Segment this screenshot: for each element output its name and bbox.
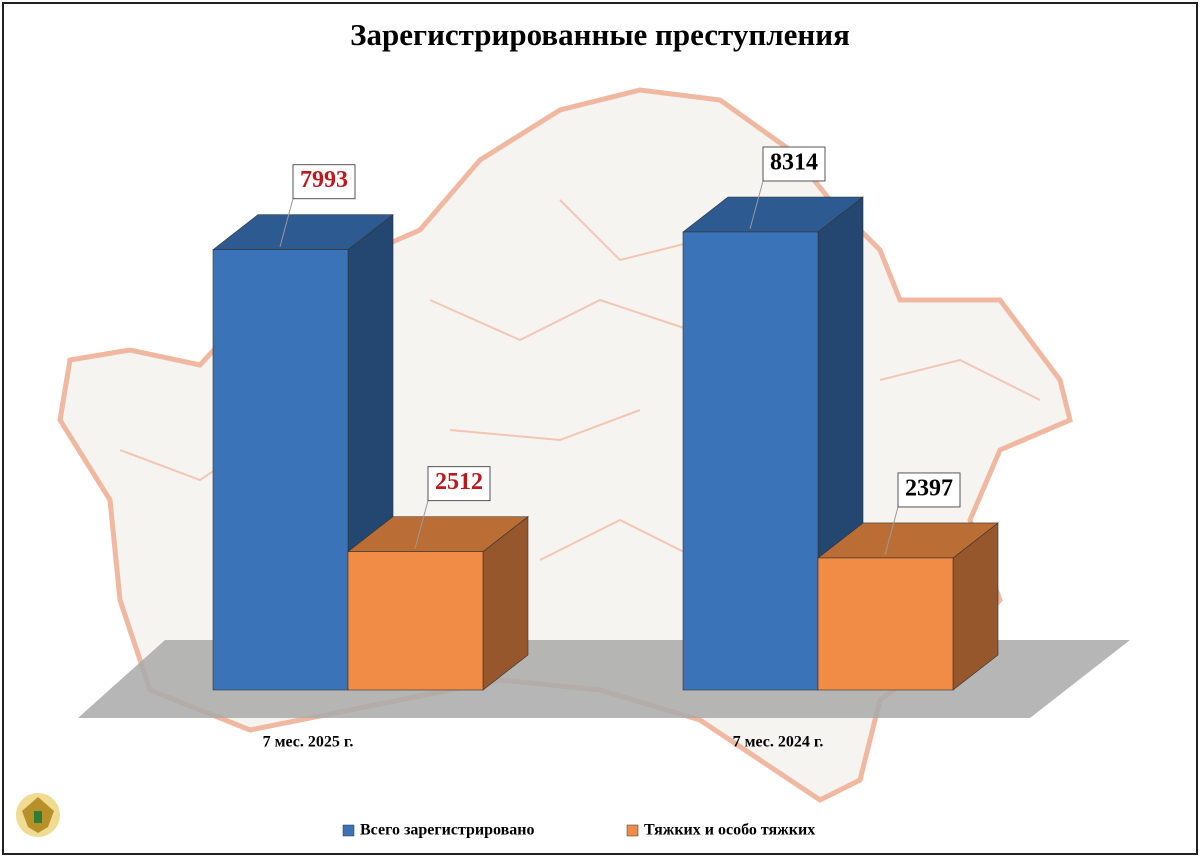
legend-label: Всего зарегистрировано [360, 822, 534, 839]
chart-title: Зарегистрированные преступления [350, 17, 850, 52]
x-tick-label: 7 мес. 2025 г. [263, 734, 354, 751]
value-label-box [762, 146, 826, 182]
value-label-box [897, 472, 961, 508]
leader-line [414, 500, 429, 549]
value-label-box [427, 466, 491, 502]
value-label: 7993 [300, 167, 348, 193]
leader-line [749, 180, 764, 230]
bar-front [212, 249, 349, 691]
bar-front [817, 557, 954, 691]
emblem [16, 793, 60, 837]
leader-line [279, 198, 294, 247]
legend-swatch [342, 824, 355, 837]
legend-swatch [626, 824, 639, 837]
x-tick-label: 7 мес. 2024 г. [733, 734, 824, 751]
bar [347, 516, 529, 691]
map-borders [119, 199, 1041, 561]
bar-front [682, 231, 819, 691]
bar [817, 522, 999, 691]
legend-label: Тяжких и особо тяжких [644, 822, 815, 839]
value-label: 2512 [435, 469, 483, 495]
leader-line [884, 506, 899, 556]
value-label: 2397 [905, 475, 953, 501]
bar-front [347, 551, 484, 691]
value-label-box [292, 164, 356, 200]
value-label: 8314 [770, 150, 818, 176]
